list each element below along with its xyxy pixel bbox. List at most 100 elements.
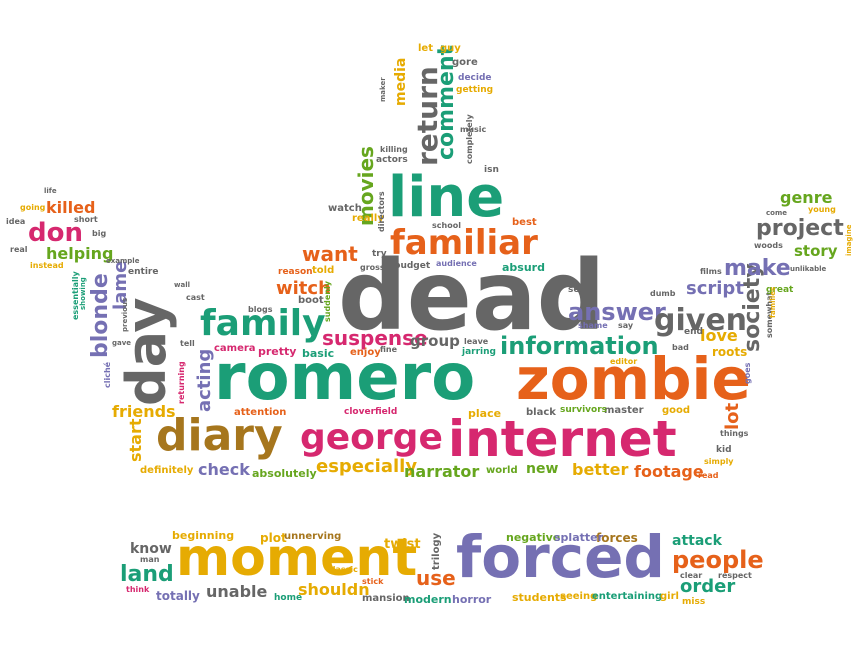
word: trilogy	[431, 532, 442, 570]
word: end	[684, 327, 703, 337]
word: media	[393, 57, 409, 106]
word: master	[604, 405, 644, 416]
word: essentially	[71, 271, 80, 320]
word: blogs	[248, 305, 273, 314]
word: man	[140, 555, 160, 564]
word: lot	[722, 402, 743, 430]
word: survivors	[560, 405, 607, 415]
word: leave	[464, 337, 489, 346]
word: clear	[680, 571, 703, 580]
word: familiar	[390, 223, 538, 263]
word: cliché	[103, 361, 112, 388]
word: zombie	[516, 345, 751, 413]
word: family	[200, 303, 326, 344]
word: young	[808, 205, 836, 214]
word: modern	[404, 593, 452, 606]
word: attention	[234, 407, 287, 418]
word: decide	[458, 73, 492, 83]
word: shame	[578, 321, 608, 330]
word: check	[198, 460, 250, 479]
word: getting	[456, 85, 494, 95]
word: fine	[380, 345, 398, 354]
word: great	[766, 285, 794, 295]
word: basic	[302, 347, 335, 360]
word: friends	[112, 402, 176, 421]
word: dumb	[650, 289, 676, 298]
word: horror	[452, 593, 492, 606]
word: forces	[596, 531, 638, 545]
word: miss	[682, 597, 706, 607]
word: girl	[660, 591, 679, 602]
word: internet	[448, 410, 677, 468]
word: showing	[79, 277, 87, 310]
word: goes	[743, 362, 752, 384]
word: better	[572, 460, 629, 479]
word: pretty	[258, 345, 297, 358]
word: maker	[379, 77, 387, 102]
word: gave	[112, 339, 132, 347]
word: black	[526, 407, 556, 418]
word: dead	[338, 240, 606, 352]
word: especially	[316, 456, 418, 477]
word: films	[700, 267, 722, 276]
word: woods	[754, 241, 783, 250]
word: use	[416, 566, 456, 590]
word: line	[388, 165, 505, 230]
word: absolutely	[252, 467, 317, 480]
word: things	[720, 429, 749, 438]
word: gore	[452, 57, 478, 68]
word: enjoy	[350, 347, 381, 358]
word: try	[372, 249, 387, 259]
word: camera	[214, 343, 256, 354]
word: shouldn	[298, 580, 370, 599]
word: simply	[704, 457, 734, 466]
word: witch	[276, 278, 331, 299]
word: plot	[260, 531, 287, 545]
word: reason	[278, 267, 313, 277]
word: read	[698, 471, 719, 480]
word: definitely	[140, 465, 194, 476]
word: beginning	[172, 529, 235, 542]
word: killing	[380, 145, 408, 154]
word: suspense	[322, 326, 428, 350]
word: want	[302, 242, 358, 266]
word: isn	[484, 165, 499, 175]
word: audience	[436, 259, 477, 268]
word: actors	[376, 155, 408, 165]
word: roots	[712, 345, 748, 359]
word: given	[654, 303, 748, 338]
word: order	[680, 576, 736, 597]
word: group	[410, 332, 460, 350]
word: absurd	[502, 261, 545, 274]
word: twist	[384, 537, 421, 552]
word: school	[432, 221, 461, 230]
word: killed	[46, 198, 96, 217]
word: start	[126, 418, 145, 462]
word: new	[526, 461, 559, 477]
word: blonde	[88, 273, 113, 358]
word: students	[512, 591, 567, 604]
word: music	[460, 125, 487, 134]
word: answer	[568, 298, 666, 326]
word: let	[418, 43, 433, 54]
word: cast	[186, 293, 205, 302]
word: totally	[156, 589, 200, 603]
word: stick	[362, 577, 384, 586]
word: idea	[6, 217, 26, 226]
word: come	[766, 209, 787, 217]
word: george	[300, 417, 443, 458]
word: life	[44, 187, 57, 195]
word: unnerving	[284, 531, 342, 542]
word: don	[28, 218, 83, 248]
word: think	[126, 585, 150, 594]
word: world	[486, 465, 518, 476]
word: example	[106, 257, 140, 265]
word: place	[468, 407, 502, 420]
word: narrator	[404, 462, 480, 481]
word: completely	[465, 114, 474, 164]
word: negative	[506, 531, 561, 544]
word: mansion	[362, 593, 410, 604]
word: moment	[176, 528, 418, 588]
word: watch	[328, 203, 362, 214]
